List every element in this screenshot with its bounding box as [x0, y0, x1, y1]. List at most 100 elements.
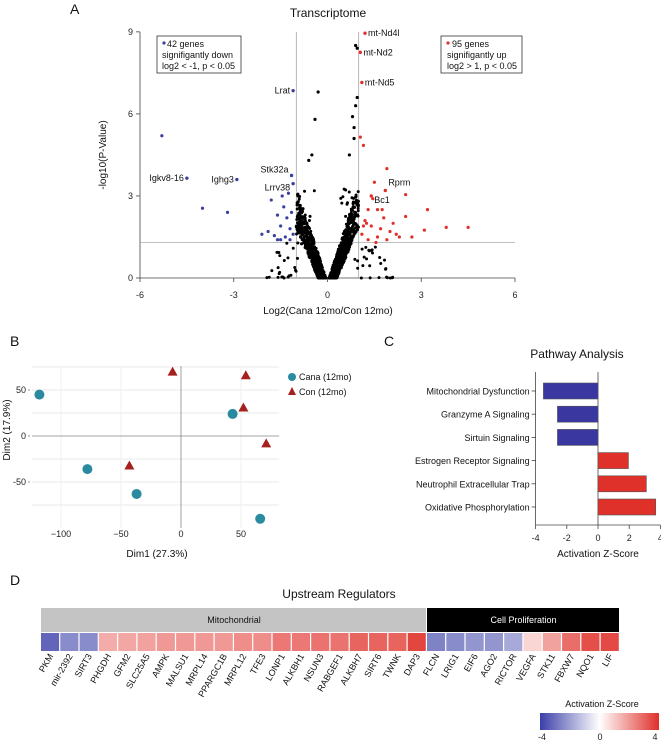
labeled-gene-point — [363, 31, 367, 35]
down-gene-point — [280, 194, 284, 198]
legend-down-line2: signifigantly down — [162, 50, 233, 60]
ns-gene-point — [304, 235, 308, 239]
ns-gene-point — [303, 217, 307, 221]
y-tick — [28, 481, 30, 483]
gene-label: Rprm — [388, 177, 410, 187]
ns-gene-point — [356, 259, 360, 263]
ns-gene-point — [303, 231, 307, 235]
ns-gene-point — [307, 218, 311, 222]
ns-gene-point — [316, 90, 320, 94]
pathway-label: Sirtuin Signaling — [465, 433, 530, 443]
legend-con-label: Con (12mo) — [299, 387, 347, 397]
gene-label: mt-Nd5 — [365, 77, 395, 87]
y-tick-label: 6 — [128, 109, 133, 119]
volcano-x-label: Log2(Cana 12mo/Con 12mo) — [263, 306, 393, 317]
con-sample-point — [261, 438, 272, 448]
heatmap-cell — [118, 633, 137, 651]
ns-gene-point — [298, 205, 302, 209]
ns-gene-point — [356, 204, 360, 208]
ns-gene-point — [340, 201, 344, 205]
y-tick-label: 9 — [128, 27, 133, 37]
heatmap-cell — [98, 633, 117, 651]
up-gene-point — [380, 208, 384, 212]
ns-gene-point — [308, 247, 312, 251]
ns-gene-point — [391, 275, 395, 279]
panel-label-a: A — [70, 1, 80, 17]
up-gene-point — [410, 235, 414, 239]
up-gene-point — [358, 135, 362, 139]
regulator-label: LRIG1 — [439, 652, 461, 680]
up-gene-point — [369, 224, 373, 228]
legend-down-marker — [162, 41, 166, 45]
pathway-bar — [597, 475, 647, 493]
ns-gene-point — [301, 232, 305, 236]
regulator-label: FLCN — [421, 652, 441, 677]
heatmap-cell — [234, 633, 253, 651]
heatmap-cell — [562, 633, 581, 651]
heatmap-cell — [195, 633, 214, 651]
ns-gene-point — [305, 238, 309, 242]
ns-gene-point — [311, 263, 315, 267]
ns-gene-point — [298, 209, 302, 213]
group-header — [41, 608, 426, 632]
panel-label-c: C — [384, 333, 394, 349]
x-tick-label: -4 — [532, 533, 540, 543]
labeled-gene-point — [360, 80, 364, 85]
ns-gene-point — [360, 247, 364, 251]
ns-gene-point — [359, 276, 363, 280]
heatmap-cell — [542, 633, 561, 651]
colorbar: Activation Z-Score -4 0 4 — [538, 699, 659, 741]
con-sample-point — [124, 460, 135, 470]
gene-label: Lrat — [275, 86, 291, 96]
legend-up-box — [440, 35, 523, 74]
colorbar-gradient — [540, 713, 659, 730]
legend-up-line3: log2 > 1, p < 0.05 — [447, 61, 517, 71]
ns-gene-point — [356, 207, 360, 211]
ns-gene-point — [309, 251, 313, 255]
ns-gene-point — [306, 224, 310, 228]
colorbar-title: Activation Z-Score — [565, 699, 639, 709]
ns-gene-point — [306, 252, 310, 256]
x-tick-label: 50 — [236, 529, 246, 539]
ns-gene-point — [319, 265, 323, 269]
heatmap-cell — [214, 633, 233, 651]
pathway-bar — [543, 382, 599, 400]
ns-gene-point — [315, 254, 319, 258]
y-tick-label: 0 — [128, 273, 133, 283]
upstream-title: Upstream Regulators — [282, 587, 395, 601]
pathway-bar — [557, 429, 599, 446]
ns-gene-point — [341, 258, 345, 262]
heatmap-cell — [427, 633, 446, 651]
ns-gene-point — [350, 196, 354, 200]
pathway-title: Pathway Analysis — [530, 347, 623, 361]
ns-gene-point — [349, 217, 353, 221]
group-header-label: Mitochondrial — [207, 615, 261, 625]
x-tick-label: 0 — [595, 533, 600, 543]
ns-gene-point — [345, 233, 349, 237]
ns-gene-point — [356, 199, 360, 203]
ns-gene-point — [315, 271, 319, 275]
ns-gene-point — [347, 153, 351, 157]
ns-gene-point — [335, 262, 339, 266]
ns-gene-point — [379, 262, 383, 266]
y-tick-label: 0 — [21, 431, 26, 441]
ns-gene-point — [351, 200, 355, 204]
pathway-bar — [557, 405, 599, 423]
panel-label-b: B — [10, 333, 19, 349]
ns-gene-point — [331, 268, 335, 272]
ns-gene-point — [348, 243, 352, 247]
down-gene-point — [269, 198, 273, 202]
up-gene-point — [385, 238, 389, 242]
heatmap-cell — [349, 633, 368, 651]
ns-gene-point — [354, 104, 358, 108]
ns-gene-point — [291, 246, 295, 250]
regulator-label: NQO1 — [574, 652, 595, 679]
ns-gene-point — [353, 257, 357, 261]
up-gene-point — [361, 143, 366, 147]
up-gene-point — [388, 229, 392, 234]
ns-gene-point — [340, 255, 344, 259]
heatmap-cell — [253, 633, 272, 651]
regulator-label: LIF — [600, 652, 615, 669]
pathway-bar-chart: Pathway Analysis -4 -2 0 2 4 Mitochondrial Dy… — [415, 347, 661, 560]
